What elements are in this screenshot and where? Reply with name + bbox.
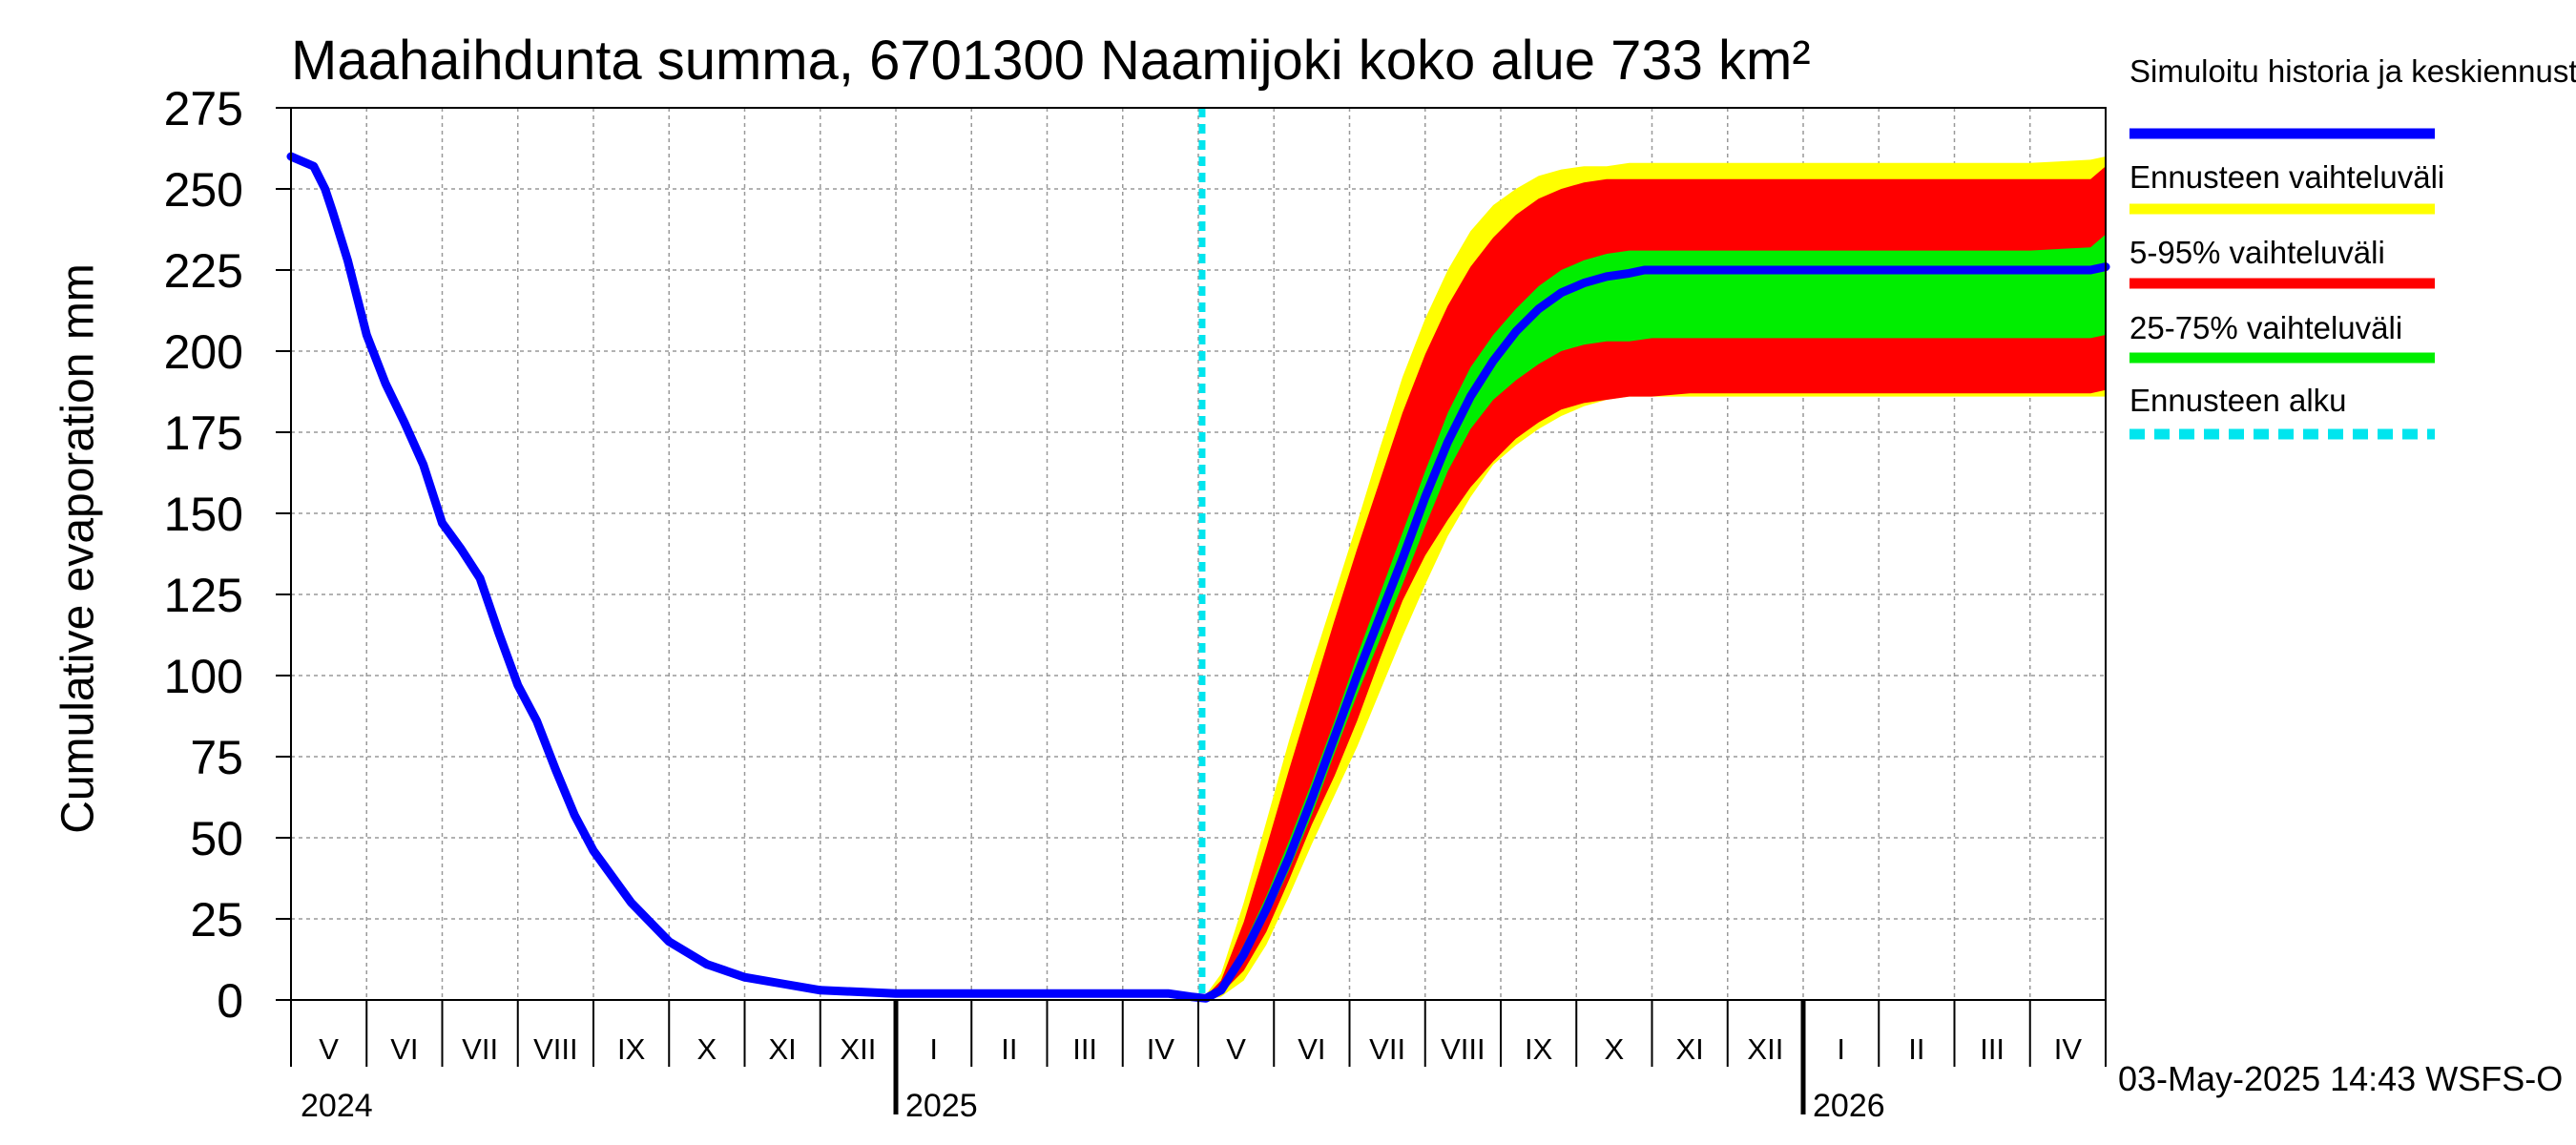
y-tick-label: 225 xyxy=(164,244,243,298)
x-month-label: VI xyxy=(390,1032,418,1066)
forecast-bands xyxy=(1202,156,2106,1001)
legend-label-25-75: 25-75% vaihteluväli xyxy=(2129,310,2403,345)
band-5-95-vaihteluv-li xyxy=(1202,166,2106,1000)
x-month-label: XI xyxy=(768,1032,796,1066)
y-tick-label: 250 xyxy=(164,163,243,217)
x-month-label: II xyxy=(1908,1032,1924,1066)
x-month-label: VIII xyxy=(533,1032,578,1066)
x-year-label: 2025 xyxy=(905,1088,978,1124)
y-tick-label: 150 xyxy=(164,488,243,541)
x-month-label: V xyxy=(319,1032,339,1066)
legend-label-simulated: Simuloitu historia ja keskiennuste xyxy=(2129,53,2576,89)
axes xyxy=(276,107,2107,1114)
x-month-label: I xyxy=(929,1032,938,1066)
y-tick-label: 25 xyxy=(190,893,243,947)
x-month-label: VII xyxy=(462,1032,498,1066)
x-month-label: XII xyxy=(840,1032,876,1066)
x-month-label: X xyxy=(697,1032,717,1066)
grid-lines xyxy=(291,107,2106,1001)
x-year-label: 2024 xyxy=(301,1088,373,1124)
x-month-label: XII xyxy=(1747,1032,1783,1066)
timestamp-footer: 03-May-2025 14:43 WSFS-O xyxy=(2118,1059,2564,1098)
x-month-label: III xyxy=(1980,1032,2005,1066)
legend-label-forecast-range: Ennusteen vaihteluväli xyxy=(2129,159,2445,195)
x-month-label: XI xyxy=(1675,1032,1703,1066)
legend-swatches xyxy=(2129,128,2435,440)
x-month-label: IX xyxy=(1525,1032,1553,1066)
legend-label-forecast-start: Ennusteen alku xyxy=(2129,383,2347,418)
series-lines xyxy=(286,108,2110,1003)
series-line-simulated xyxy=(286,152,2110,1003)
y-tick-label: 75 xyxy=(190,731,243,784)
x-month-label: X xyxy=(1605,1032,1625,1066)
legend-label-5-95: 5-95% vaihteluväli xyxy=(2129,235,2385,270)
x-month-label: II xyxy=(1001,1032,1017,1066)
x-month-label: IX xyxy=(617,1032,646,1066)
y-tick-label: 50 xyxy=(190,812,243,865)
y-tick-label: 0 xyxy=(217,974,243,1028)
y-axis-ticks: 0 25 50 75 100 125 150 175 200 225 250 275 xyxy=(164,82,243,1028)
x-month-label: I xyxy=(1837,1032,1845,1066)
x-year-label: 2026 xyxy=(1813,1088,1885,1124)
y-tick-label: 125 xyxy=(164,569,243,622)
x-month-label: III xyxy=(1072,1032,1097,1066)
y-tick-label: 175 xyxy=(164,406,243,460)
x-month-label: IV xyxy=(2054,1032,2083,1066)
x-month-label: VII xyxy=(1369,1032,1405,1066)
y-tick-label: 275 xyxy=(164,82,243,135)
x-month-label: VIII xyxy=(1441,1032,1485,1066)
x-month-label: IV xyxy=(1147,1032,1175,1066)
chart-title: Maahaihdunta summa, 6701300 Naamijoki ko… xyxy=(291,30,1811,92)
x-axis-labels: V VI VII VIII IX X XI XII I II III IV V VI VII VIII IX X X… xyxy=(301,1032,2082,1124)
y-tick-label: 200 xyxy=(164,325,243,379)
x-month-label: VI xyxy=(1298,1032,1325,1066)
y-tick-label: 100 xyxy=(164,650,243,703)
x-month-label: V xyxy=(1226,1032,1246,1066)
